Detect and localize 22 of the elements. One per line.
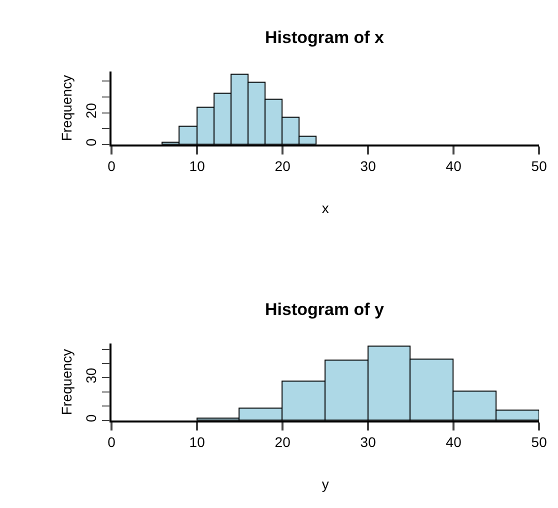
x-tick-label: 30 xyxy=(360,158,376,174)
y-tick-label: 30 xyxy=(83,368,100,384)
y-tick-label: 0 xyxy=(83,414,100,422)
x-axis-title: x xyxy=(322,200,329,216)
x-tick-label: 10 xyxy=(189,434,206,450)
y-axis-title: Frequency xyxy=(58,74,74,142)
y-tick-label: 0 xyxy=(83,138,100,146)
x-tick-label: 10 xyxy=(189,158,206,174)
x-tick-label: 0 xyxy=(108,434,116,450)
x-tick-label: 50 xyxy=(531,434,548,450)
chart-title: Histogram of x xyxy=(265,28,385,47)
x-tick-label: 20 xyxy=(274,158,291,174)
x-tick-label: 0 xyxy=(108,158,116,174)
x-axis-title: y xyxy=(322,476,329,492)
y-tick-label: 20 xyxy=(83,102,100,119)
x-tick-label: 30 xyxy=(360,434,376,450)
y-axis-title: Frequency xyxy=(58,348,74,416)
chart-title: Histogram of y xyxy=(265,300,385,319)
x-tick-label: 50 xyxy=(531,158,548,174)
x-tick-label: 40 xyxy=(446,158,462,174)
x-tick-label: 20 xyxy=(274,434,291,450)
x-tick-label: 40 xyxy=(446,434,462,450)
